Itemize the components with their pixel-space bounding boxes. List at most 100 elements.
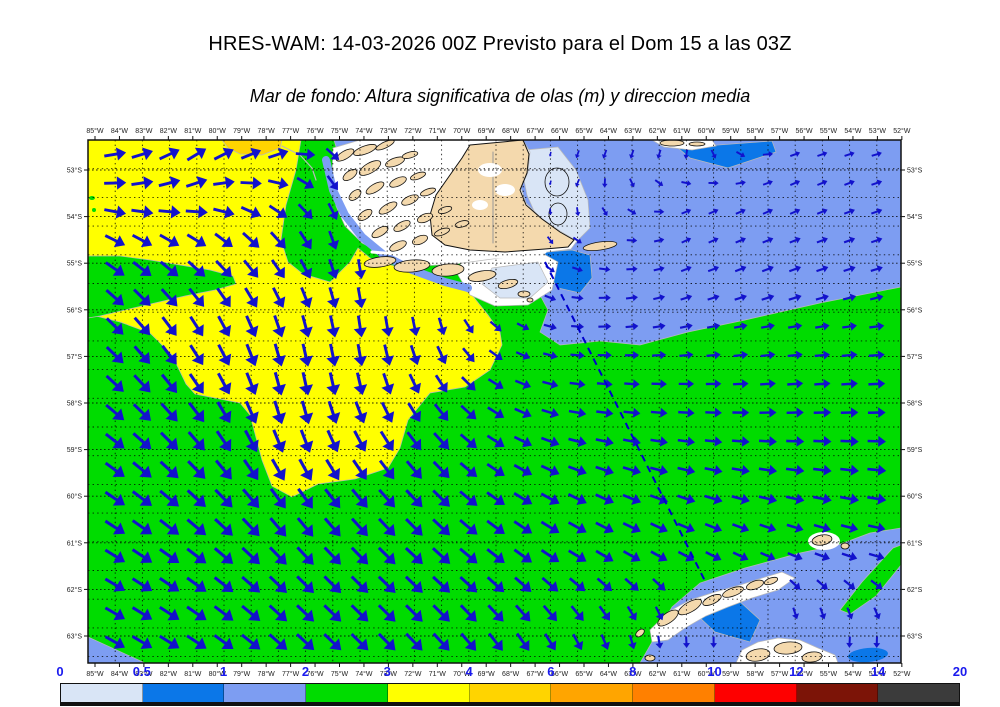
lon-label: 54°W: [844, 127, 862, 135]
direction-arrow: [104, 234, 126, 248]
direction-arrow: [734, 265, 747, 273]
direction-arrow: [241, 517, 260, 537]
direction-arrow: [299, 371, 313, 396]
direction-arrow: [677, 522, 695, 534]
direction-arrow: [761, 265, 774, 273]
direction-arrow: [871, 179, 883, 186]
axis-labels: 85°W 85°W 84°W 84°W 83°W 83°W 82°W 82°W 81°W 81°W…: [67, 127, 923, 678]
colorbar-tick-label: 0.5: [132, 664, 151, 679]
direction-arrow: [785, 493, 805, 505]
island: [801, 651, 823, 663]
map-layers: [88, 140, 901, 663]
direction-arrow: [677, 436, 695, 447]
island: [420, 187, 436, 197]
direction-arrow: [760, 322, 775, 331]
direction-arrow: [436, 317, 448, 336]
direction-arrow: [629, 178, 635, 188]
graticule: [88, 140, 901, 663]
direction-arrow: [272, 315, 286, 338]
direction-arrow: [297, 487, 313, 509]
direction-arrow: [104, 606, 126, 621]
lat-label: 55°S: [67, 260, 83, 268]
lon-label: 77°W: [282, 127, 300, 135]
direction-arrow: [514, 604, 531, 622]
direction-arrow: [352, 459, 367, 480]
direction-arrow: [186, 518, 207, 536]
island: [89, 196, 95, 200]
colorbar-segment: [224, 684, 307, 702]
direction-arrow: [432, 632, 450, 651]
direction-arrow: [762, 236, 774, 244]
direction-arrow: [652, 350, 667, 360]
direction-arrow: [873, 607, 881, 620]
direction-arrow: [404, 575, 423, 593]
direction-arrow: [540, 436, 560, 448]
direction-arrow: [546, 236, 554, 245]
direction-arrow: [731, 436, 750, 447]
direction-arrow: [408, 344, 421, 366]
colorbar-tick-labels: 0 0.5 1 2 3 4 6 8 10 12 14 20: [0, 664, 1000, 680]
direction-arrow: [240, 206, 262, 219]
direction-arrow: [570, 605, 584, 621]
lon-label: 80°W: [209, 127, 227, 135]
direction-arrow: [215, 259, 232, 278]
lon-label: 82°W: [160, 127, 178, 135]
lon-label: 76°W: [306, 127, 324, 135]
direction-arrow: [732, 379, 749, 389]
lon-label: 78°W: [258, 670, 276, 678]
direction-arrow: [377, 546, 396, 565]
lon-label: 74°W: [355, 127, 373, 135]
direction-arrow: [867, 522, 886, 533]
direction-arrow: [132, 461, 152, 478]
island: [526, 297, 534, 303]
direction-arrow: [486, 519, 505, 534]
direction-arrow: [868, 551, 885, 562]
direction-arrow: [324, 488, 341, 509]
direction-arrow: [296, 176, 315, 189]
colorbar-segment: [551, 684, 634, 702]
direction-arrow: [377, 604, 396, 622]
island: [353, 144, 377, 156]
colorbar-tick-label: 3: [383, 664, 391, 679]
direction-arrow: [133, 316, 151, 336]
direction-arrow: [813, 464, 832, 476]
direction-arrow: [488, 349, 503, 360]
direction-arrow: [513, 520, 533, 534]
direction-arrow: [268, 604, 288, 622]
direction-arrow: [486, 491, 505, 506]
direction-arrow: [160, 373, 178, 394]
direction-arrow: [296, 575, 314, 594]
direction-arrow: [840, 407, 859, 418]
direction-arrow: [186, 233, 207, 247]
direction-arrow: [323, 517, 341, 537]
direction-arrow: [786, 407, 804, 418]
island: [657, 609, 679, 627]
direction-arrow: [841, 350, 858, 360]
lat-label: 63°S: [907, 633, 923, 641]
direction-arrow: [408, 316, 421, 337]
direction-arrow: [871, 151, 882, 158]
direction-arrow: [271, 400, 286, 425]
direction-arrow: [186, 547, 207, 564]
direction-arrow: [817, 151, 828, 157]
island: [401, 194, 419, 206]
direction-arrow: [214, 232, 233, 247]
direction-arrow: [543, 322, 557, 331]
direction-arrow: [486, 548, 505, 563]
lon-label: 83°W: [135, 670, 153, 678]
island: [722, 586, 744, 598]
lon-label: 81°W: [184, 127, 202, 135]
direction-arrow: [188, 401, 205, 423]
direction-arrow: [299, 429, 314, 453]
direction-arrow: [681, 237, 692, 244]
direction-arrow: [299, 400, 314, 425]
direction-arrow: [595, 465, 614, 476]
lon-label: 76°W: [306, 670, 324, 678]
direction-arrow: [487, 632, 503, 651]
direction-arrow: [735, 151, 746, 158]
direction-arrow: [792, 607, 799, 620]
direction-arrow: [596, 407, 614, 418]
lat-label: 62°S: [67, 586, 83, 594]
direction-arrow: [843, 236, 856, 244]
